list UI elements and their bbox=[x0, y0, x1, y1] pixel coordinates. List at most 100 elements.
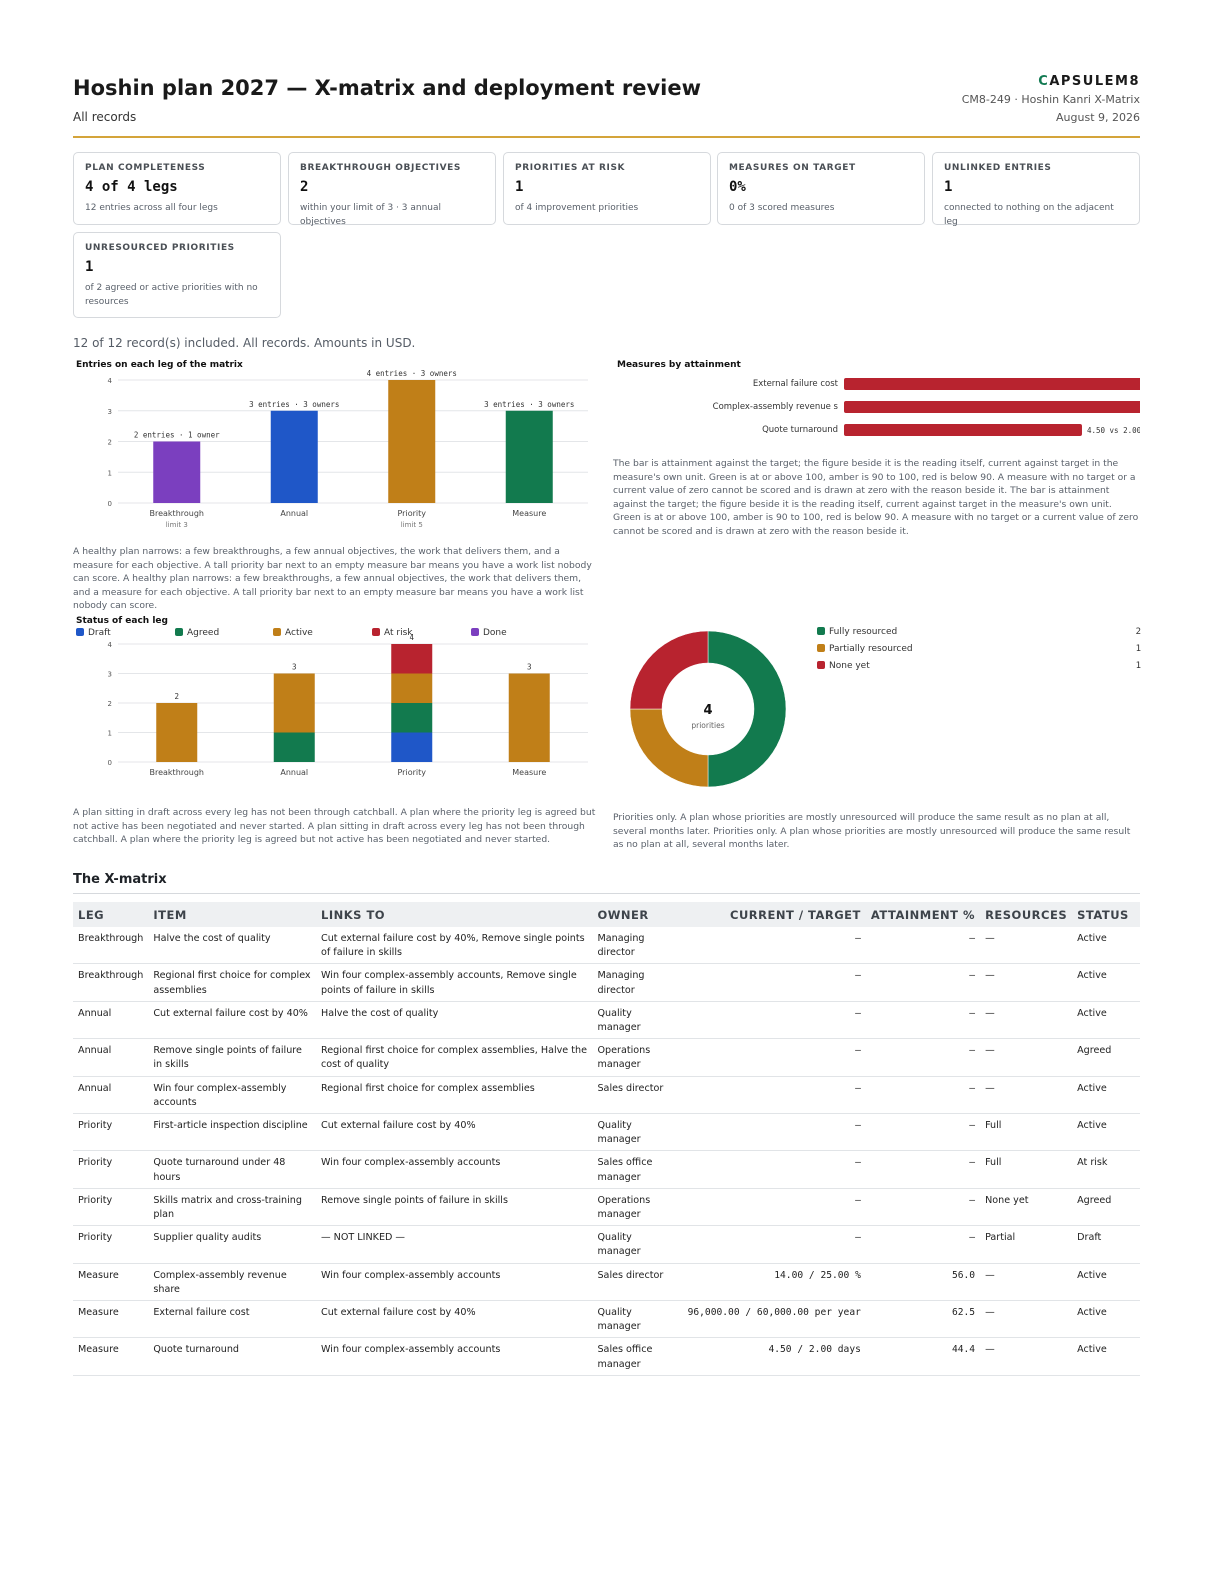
legend-done: Done bbox=[471, 628, 507, 638]
bar-measure bbox=[505, 410, 553, 503]
entries-per-leg-chart: 0 1 2 3 4 2 entries · 1 owner Breakthrough limi… bbox=[108, 369, 588, 529]
cell-owner: Quality manager bbox=[592, 1300, 682, 1339]
cell-current-target: – bbox=[681, 1038, 866, 1077]
cell-resources: Full bbox=[980, 1150, 1073, 1189]
cell-current-target: – bbox=[681, 927, 866, 965]
kpi-value: 1 bbox=[85, 259, 94, 275]
cell-item: Quote turnaround bbox=[148, 1337, 317, 1376]
cell-item: Halve the cost of quality bbox=[148, 927, 317, 965]
cell-links: Win four complex-assembly accounts bbox=[316, 1263, 593, 1302]
legend-active: Active bbox=[273, 628, 313, 638]
kpi-value: 1 bbox=[944, 179, 953, 195]
stack-segment-active bbox=[273, 673, 315, 733]
records-note: 12 of 12 record(s) included. All records… bbox=[73, 336, 416, 350]
swatch-icon bbox=[273, 628, 281, 636]
cell-resources: — bbox=[980, 1038, 1073, 1077]
kpi-sub: of 4 improvement priorities bbox=[515, 203, 639, 213]
cell-leg: Measure bbox=[73, 1263, 149, 1302]
table-row: Measure Quote turnaround Win four complex-… bbox=[73, 1337, 1140, 1376]
category-label: Breakthrough bbox=[150, 509, 205, 518]
y-tick-label: 0 bbox=[108, 759, 112, 767]
cell-item: Complex-assembly revenue share bbox=[148, 1263, 317, 1302]
swatch-icon bbox=[817, 661, 825, 669]
kpi-sub: 0 of 3 scored measures bbox=[729, 203, 835, 213]
swatch-icon bbox=[817, 644, 825, 652]
category-label: Annual bbox=[280, 509, 308, 518]
stack-segment-active bbox=[508, 673, 550, 762]
kpi-sub: connected to nothing on the adjacent leg bbox=[944, 203, 1114, 227]
cell-owner: Quality manager bbox=[592, 1001, 682, 1040]
kpi-sub: of 2 agreed or active priorities with no… bbox=[85, 283, 258, 307]
stack-segment-active bbox=[156, 703, 198, 762]
cell-resources: Full bbox=[980, 1113, 1073, 1152]
chart-title-entries: Entries on each leg of the matrix bbox=[76, 360, 243, 370]
cell-owner: Sales office manager bbox=[592, 1150, 682, 1189]
cell-resources: — bbox=[980, 1076, 1073, 1115]
data-label: 3 entries · 3 owners bbox=[249, 400, 339, 409]
cell-status: Active bbox=[1072, 1113, 1140, 1152]
y-tick-label: 1 bbox=[108, 730, 112, 738]
legend-at-risk: At risk bbox=[372, 628, 413, 638]
kpi-card-unlinked-entries: Unlinked entries 1 connected to nothing … bbox=[932, 152, 1140, 227]
table-row: Annual Cut external failure cost by 40% Ha… bbox=[73, 1001, 1140, 1040]
cell-status: Active bbox=[1072, 1076, 1140, 1115]
cell-current-target: – bbox=[681, 1188, 866, 1227]
cell-links: Win four complex-assembly accounts bbox=[316, 1150, 593, 1189]
cell-item: Regional first choice for complex assemb… bbox=[148, 963, 317, 1002]
attainment-bar bbox=[844, 378, 1140, 390]
table-row: Priority Supplier quality audits — NOT LIN… bbox=[73, 1225, 1140, 1264]
cell-attainment: – bbox=[865, 1113, 981, 1152]
category-label: Measure bbox=[512, 509, 546, 518]
cell-resources: — bbox=[980, 1337, 1073, 1376]
cell-attainment: – bbox=[865, 1188, 981, 1227]
kpi-label: Measures on target bbox=[729, 163, 856, 173]
cell-links: Win four complex-assembly accounts, Remo… bbox=[316, 963, 593, 1002]
swatch-icon bbox=[817, 627, 825, 635]
measure-label: Quote turnaround bbox=[762, 425, 838, 435]
legend-partially-resourced: Partially resourced 1 bbox=[817, 644, 1141, 661]
cell-status: Active bbox=[1072, 1337, 1140, 1376]
cell-attainment: – bbox=[865, 963, 981, 1002]
bar-annual bbox=[270, 410, 318, 503]
kpi-label: Unlinked entries bbox=[944, 163, 1052, 173]
cell-current-target: – bbox=[681, 1225, 866, 1264]
swatch-icon bbox=[76, 628, 84, 636]
legend-none-yet: None yet 1 bbox=[817, 661, 1141, 678]
cell-resources: — bbox=[980, 1263, 1073, 1302]
brand-name: APSULEM8 bbox=[1049, 74, 1140, 89]
donut-slice-fully-resourced bbox=[707, 630, 787, 788]
y-tick-label: 0 bbox=[108, 500, 112, 508]
bar-priority bbox=[388, 380, 436, 503]
attainment-bar bbox=[844, 424, 1082, 436]
cell-attainment: – bbox=[865, 1150, 981, 1189]
cell-status: Active bbox=[1072, 1001, 1140, 1040]
cell-owner: Managing director bbox=[592, 927, 682, 965]
stack-segment-agreed bbox=[273, 732, 315, 762]
cell-leg: Measure bbox=[73, 1337, 149, 1376]
data-label: 2 entries · 1 owner bbox=[134, 431, 220, 440]
cell-leg: Priority bbox=[73, 1113, 149, 1152]
cell-current-target: 14.00 / 25.00 % bbox=[681, 1263, 866, 1302]
brand-logo: CAPSULEM8 bbox=[1038, 74, 1140, 89]
cell-links: Cut external failure cost by 40%, Remove… bbox=[316, 927, 593, 965]
donut-center-value: 4 bbox=[703, 703, 712, 718]
cell-resources: None yet bbox=[980, 1188, 1073, 1227]
kpi-label: Unresourced priorities bbox=[85, 243, 235, 253]
cell-links: Cut external failure cost by 40% bbox=[316, 1300, 593, 1339]
cell-resources: — bbox=[980, 927, 1073, 965]
cell-links: Regional first choice for complex assemb… bbox=[316, 1038, 593, 1077]
cell-status: Active bbox=[1072, 1263, 1140, 1302]
cell-item: Win four complex-assembly accounts bbox=[148, 1076, 317, 1115]
measure-label: Complex-assembly revenue s bbox=[713, 402, 839, 412]
cell-owner: Managing director bbox=[592, 963, 682, 1002]
kpi-value: 0% bbox=[729, 179, 746, 195]
kpi-sub: 12 entries across all four legs bbox=[85, 203, 218, 213]
col-header-owner: Owner bbox=[592, 902, 682, 927]
col-header-current-target: Current / target bbox=[681, 902, 866, 927]
cell-leg: Breakthrough bbox=[73, 963, 149, 1002]
kpi-label: Plan completeness bbox=[85, 163, 206, 173]
swatch-icon bbox=[372, 628, 380, 636]
brand-initial: C bbox=[1038, 74, 1050, 89]
cell-status: Draft bbox=[1072, 1225, 1140, 1264]
swatch-icon bbox=[175, 628, 183, 636]
